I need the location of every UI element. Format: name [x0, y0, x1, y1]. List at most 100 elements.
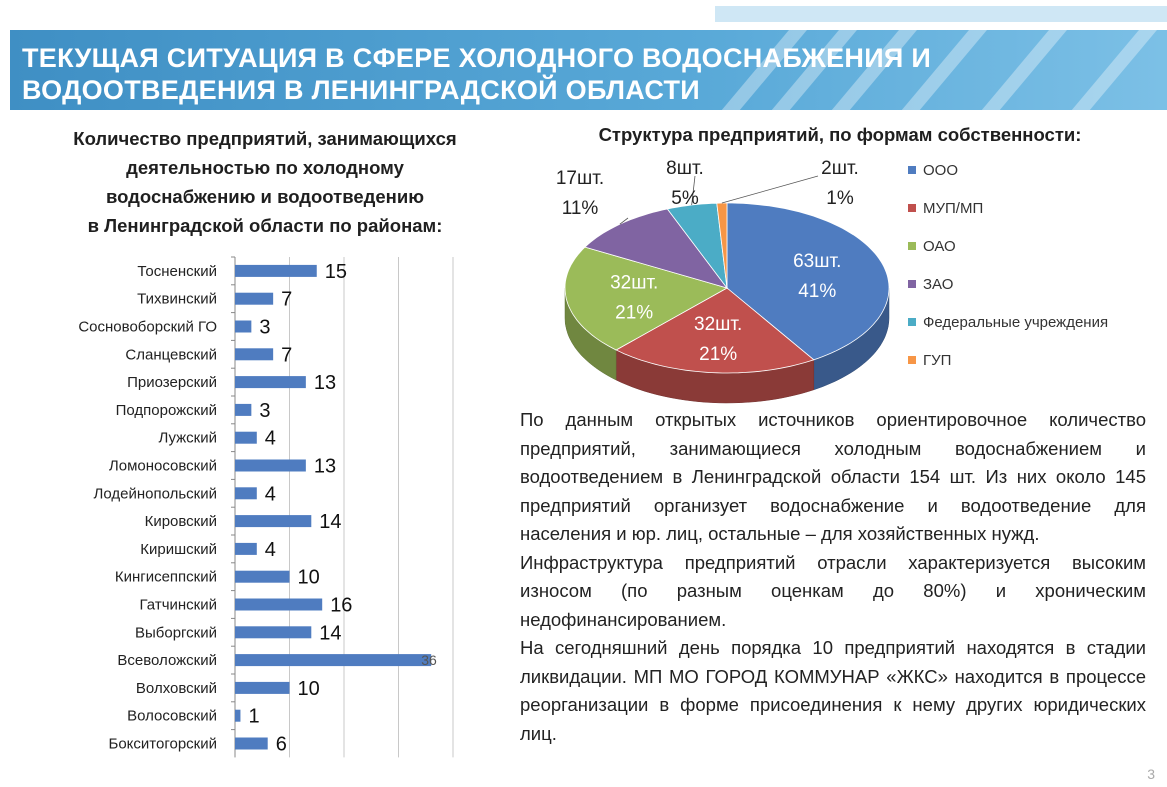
bar-category-label: Гатчинский [140, 597, 217, 614]
bar-14 [235, 626, 312, 639]
bar-category-label: Ломоносовский [109, 458, 217, 475]
legend-swatch [908, 242, 916, 251]
slide-title: ТЕКУЩАЯ СИТУАЦИЯ В СФЕРЕ ХОЛОДНОГО ВОДОС… [22, 42, 931, 106]
bar-value-label: 13 [314, 456, 336, 478]
pie-leader-line [721, 175, 819, 204]
description-text: По данным открытых источников ориентиров… [520, 406, 1146, 748]
bar-value-label: 3 [259, 317, 270, 339]
bar-9 [235, 487, 257, 500]
legend-item: ОАО [908, 238, 956, 258]
bar-category-label: Кировский [145, 513, 217, 530]
title-banner: ТЕКУЩАЯ СИТУАЦИЯ В СФЕРЕ ХОЛОДНОГО ВОДОС… [10, 30, 1167, 110]
pie-percent-label: 21% [615, 303, 653, 324]
bar-category-label: Выборгский [135, 624, 217, 641]
slide-title-line-2: ВОДООТВЕДЕНИЯ В ЛЕНИНГРАДСКОЙ ОБЛАСТИ [22, 75, 701, 105]
pie-count-label: 2шт. [821, 158, 859, 179]
bar-16 [235, 681, 290, 694]
bar-value-label: 4 [265, 539, 276, 561]
legend-item: Федеральные учреждения [908, 314, 1108, 334]
bar-category-label: Тосненский [137, 263, 217, 280]
pie-slice-1 [726, 202, 890, 361]
legend-swatch [908, 356, 916, 365]
bar-13 [235, 598, 323, 611]
bar-value-label: 7 [281, 344, 292, 366]
bar-value-label: 1 [248, 706, 259, 728]
bar-value-label: 36 [421, 652, 437, 668]
bar-category-label: Бокситогорский [109, 736, 218, 753]
legend-swatch [908, 280, 916, 289]
bar-category-label: Приозерский [127, 374, 217, 391]
pie-count-label: 32шт. [694, 314, 742, 335]
pie-slice-2 [615, 287, 815, 374]
bar-category-label: Тихвинский [137, 291, 217, 308]
bar-category-label: Сосновоборский ГО [78, 319, 217, 336]
legend-label: МУП/МП [923, 200, 984, 217]
legend-swatch [908, 318, 916, 327]
bar-value-label: 4 [265, 483, 276, 505]
bar-value-label: 13 [314, 372, 336, 394]
slide-title-line-1: ТЕКУЩАЯ СИТУАЦИЯ В СФЕРЕ ХОЛОДНОГО ВОДОС… [22, 43, 932, 73]
pie-percent-label: 5% [671, 188, 699, 209]
bar-chart-title-line-4: в Ленинградской области по районам: [87, 215, 443, 236]
bar-category-label: Волосовский [127, 708, 217, 725]
bar-8 [235, 459, 306, 472]
bar-3 [235, 320, 252, 333]
bar-7 [235, 431, 257, 444]
legend-label: ЗАО [923, 276, 954, 293]
bar-17 [235, 709, 241, 722]
pie-percent-label: 1% [826, 188, 854, 209]
pie-slice-3 [564, 246, 729, 351]
bar-chart-title-line-1: Количество предприятий, занимающихся [73, 128, 457, 149]
bar-category-label: Лужский [158, 430, 217, 447]
legend-item: МУП/МП [908, 200, 983, 220]
pie-count-label: 17шт. [556, 168, 604, 189]
bar-category-label: Всеволожский [117, 652, 217, 669]
bar-value-label: 4 [265, 428, 276, 450]
bar-value-label: 7 [281, 289, 292, 311]
pie-percent-label: 41% [798, 281, 836, 302]
bar-value-label: 10 [298, 678, 320, 700]
legend-item: ГУП [908, 352, 951, 372]
bar-6 [235, 403, 252, 416]
bar-18 [235, 737, 268, 750]
page-number: 3 [1147, 766, 1155, 782]
bar-4 [235, 348, 274, 361]
pie-leader-line [691, 175, 696, 206]
pie-chart-title: Структура предприятий, по формам собстве… [598, 124, 1082, 145]
bar-category-label: Подпорожский [116, 402, 217, 419]
legend-label: Федеральные учреждения [923, 314, 1109, 331]
bar-value-label: 6 [276, 734, 287, 756]
bar-value-label: 15 [325, 261, 347, 283]
paragraph-2: Инфраструктура предприятий отрасли харак… [520, 551, 1146, 630]
bar-category-label: Сланцевский [125, 346, 217, 363]
pie-leader-line [619, 217, 629, 225]
bar-category-label: Киришский [140, 541, 217, 558]
pie-count-label: 32шт. [610, 273, 658, 294]
legend-label: ГУП [923, 352, 952, 369]
bar-15 [235, 654, 432, 667]
legend-item: ООО [908, 162, 958, 182]
legend-label: ОАО [923, 238, 956, 255]
pie-count-label: 63шт. [793, 251, 841, 272]
bar-12 [235, 570, 290, 583]
bar-value-label: 16 [330, 595, 352, 617]
bar-category-label: Кингисеппский [115, 569, 217, 586]
top-stripe [715, 6, 1167, 22]
bar-chart-title-line-3: водоснабжению и водоотведению [105, 186, 424, 207]
bar-2 [235, 292, 274, 305]
legend-label: ООО [923, 162, 959, 179]
legend-swatch [908, 204, 916, 213]
pie-percent-label: 11% [562, 198, 599, 219]
paragraph-1: По данным открытых источников ориентиров… [520, 409, 1146, 544]
bar-10 [235, 515, 312, 528]
bar-chart-title-line-2: деятельностью по холодному [126, 157, 404, 178]
legend-swatch [908, 166, 916, 175]
legend-item: ЗАО [908, 276, 953, 296]
bar-1 [235, 264, 317, 277]
bar-5 [235, 376, 306, 389]
paragraph-3: На сегодняшний день порядка 10 предприят… [520, 637, 1146, 744]
bar-value-label: 14 [319, 622, 341, 644]
bar-chart-title: Количество предприятий, занимающихся дея… [20, 124, 510, 240]
